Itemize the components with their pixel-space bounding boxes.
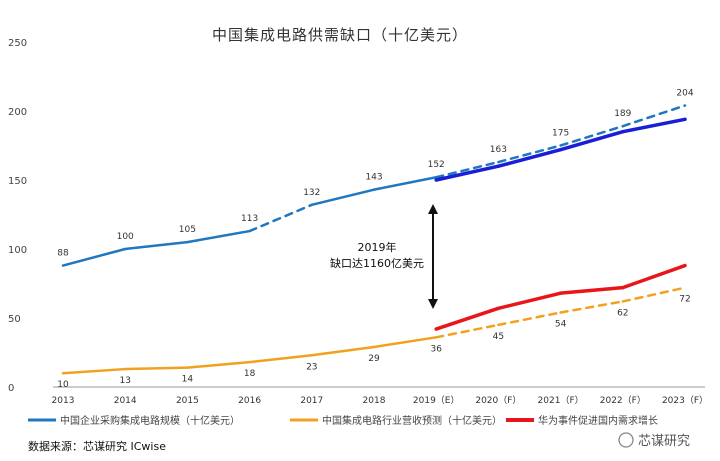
series-1-segment bbox=[372, 336, 438, 349]
watermark-text: 芯谋研究 bbox=[638, 434, 690, 449]
series-0-segment bbox=[621, 104, 687, 128]
y-tick-label: 200 bbox=[8, 107, 27, 118]
series-0-segment bbox=[186, 229, 251, 244]
series-1-segment bbox=[123, 366, 189, 371]
x-tick-label: 2022（F） bbox=[600, 395, 646, 406]
gap-annotation: 2019年 缺口达1160亿美元 bbox=[330, 204, 438, 309]
watermark: 芯谋研究 bbox=[618, 432, 690, 449]
series-1-segment bbox=[186, 360, 251, 369]
series-1-segment bbox=[497, 311, 562, 327]
gap-arrow-head-top bbox=[428, 204, 438, 214]
procurement-value-label: 163 bbox=[490, 145, 507, 155]
x-tick-label: 2014 bbox=[114, 396, 137, 406]
procurement-value-label: 152 bbox=[428, 160, 445, 170]
wechat-icon bbox=[618, 432, 634, 448]
series-1-segment bbox=[61, 367, 127, 375]
series-0-segment bbox=[434, 160, 500, 179]
procurement-value-label: 143 bbox=[365, 173, 382, 183]
procurement-value-label: 175 bbox=[552, 129, 569, 139]
series-1-segment bbox=[559, 300, 625, 314]
revenue-value-label: 10 bbox=[57, 380, 69, 390]
data-labels: 88 100 105 113 132 143 152 163 175 189 204 10 13 14 18… bbox=[57, 88, 694, 390]
procurement-value-label: 100 bbox=[117, 232, 134, 242]
x-tick-label: 2020（F） bbox=[475, 395, 521, 406]
chart-title: 中国集成电路供需缺口（十亿美元） bbox=[212, 26, 468, 44]
series-0-segment bbox=[497, 144, 562, 164]
revenue-value-label: 45 bbox=[493, 332, 504, 342]
series-layer bbox=[61, 104, 687, 375]
series-3-segment bbox=[558, 129, 625, 152]
series-2-segment bbox=[621, 263, 687, 290]
x-tick-label: 2016 bbox=[238, 396, 261, 406]
series-3-segment bbox=[496, 147, 563, 168]
series-0-segment bbox=[310, 188, 376, 207]
series-0-segment bbox=[559, 124, 625, 147]
x-axis: 2013 2014 2015 2016 2017 2018 2019（E） 2020（F） 20… bbox=[52, 386, 708, 406]
legend-label-revenue: 中国集成电路行业营收预测（十亿美元） bbox=[322, 414, 502, 427]
gap-arrow-head-bottom bbox=[428, 299, 438, 309]
y-tick-label: 0 bbox=[8, 383, 14, 394]
procurement-value-label: 105 bbox=[179, 225, 196, 235]
revenue-value-label: 29 bbox=[368, 354, 380, 364]
procurement-value-label: 88 bbox=[57, 249, 69, 259]
procurement-value-label: 113 bbox=[241, 214, 258, 224]
series-0-segment bbox=[123, 240, 189, 251]
series-0-segment bbox=[372, 175, 438, 191]
revenue-value-label: 72 bbox=[679, 295, 690, 305]
gap-annotation-line2: 缺口达1160亿美元 bbox=[330, 256, 424, 270]
x-tick-label: 2015 bbox=[176, 396, 199, 406]
revenue-value-label: 18 bbox=[244, 369, 256, 379]
y-tick-label: 100 bbox=[8, 245, 27, 256]
x-tick-label: 2021（F） bbox=[538, 395, 584, 406]
legend: 中国企业采购集成电路规模（十亿美元） 中国集成电路行业营收预测（十亿美元） 华为… bbox=[28, 414, 658, 427]
y-tick-label: 150 bbox=[8, 176, 27, 187]
series-0-segment bbox=[248, 203, 314, 233]
gap-annotation-line1: 2019年 bbox=[358, 240, 397, 254]
series-0-segment bbox=[61, 247, 127, 267]
revenue-value-label: 14 bbox=[182, 375, 194, 385]
series-2-segment bbox=[496, 291, 563, 311]
source-note: 数据来源：芯谋研究 ICwise bbox=[28, 439, 166, 453]
series-3-segment bbox=[621, 117, 687, 134]
x-tick-label: 2018 bbox=[363, 396, 386, 406]
legend-label-procurement: 中国企业采购集成电路规模（十亿美元） bbox=[60, 414, 240, 427]
series-3-segment bbox=[434, 164, 501, 182]
procurement-value-label: 204 bbox=[676, 88, 693, 98]
y-axis: 0 50 100 150 200 250 bbox=[8, 38, 27, 394]
revenue-value-label: 23 bbox=[306, 362, 317, 372]
x-tick-label: 2013 bbox=[52, 396, 75, 406]
series-1-segment bbox=[621, 286, 687, 303]
series-1-segment bbox=[434, 323, 500, 339]
series-1-segment bbox=[310, 345, 376, 357]
procurement-value-label: 132 bbox=[303, 188, 320, 198]
revenue-value-label: 13 bbox=[119, 376, 130, 386]
series-2-segment bbox=[434, 306, 501, 331]
y-tick-label: 50 bbox=[8, 314, 21, 325]
series-1-segment bbox=[248, 354, 314, 364]
x-tick-label: 2017 bbox=[300, 396, 323, 406]
procurement-value-label: 189 bbox=[614, 109, 631, 119]
y-tick-label: 250 bbox=[8, 38, 27, 49]
x-tick-label: 2023（F） bbox=[662, 395, 708, 406]
x-tick-label: 2019（E） bbox=[413, 395, 460, 406]
revenue-value-label: 62 bbox=[617, 308, 628, 318]
revenue-value-label: 54 bbox=[555, 319, 567, 329]
legend-label-huawei: 华为事件促进国内需求增长 bbox=[538, 414, 658, 427]
revenue-value-label: 36 bbox=[430, 344, 442, 354]
series-2-segment bbox=[558, 285, 625, 295]
